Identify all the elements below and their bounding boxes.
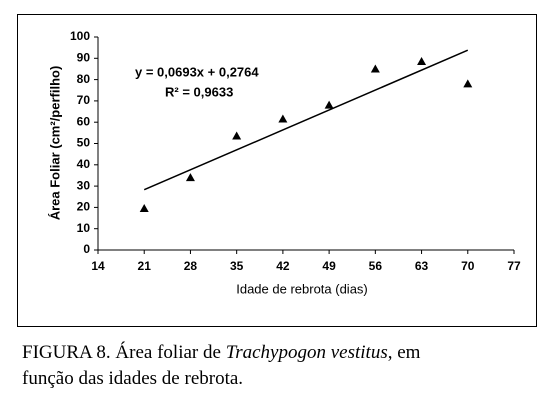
caption-text: , em [387, 342, 421, 363]
caption-species: Trachypogon vestitus [225, 342, 388, 363]
caption-line-2: função das idades de rebrota. [22, 368, 244, 389]
y-tick-label: 90 [77, 50, 91, 64]
caption-text: FIGURA 8. Área foliar de [22, 342, 226, 363]
x-tick-label: 77 [507, 259, 521, 273]
x-tick-label: 70 [461, 259, 475, 273]
caption-line-1: FIGURA 8. Área foliar de Trachypogon ves… [22, 342, 420, 364]
point [278, 114, 288, 123]
trendline [143, 49, 469, 191]
y-tick-label: 30 [77, 178, 91, 192]
x-tick-label: 42 [276, 259, 290, 273]
y-tick-label: 60 [77, 114, 91, 128]
point [185, 173, 195, 182]
y-tick-label: 40 [77, 157, 91, 171]
x-tick-label: 35 [230, 259, 244, 273]
point [370, 64, 380, 73]
y-tick-label: 100 [70, 29, 90, 43]
y-tick-label: 10 [77, 221, 91, 235]
r-squared: R² = 0,9633 [165, 84, 233, 99]
equation: y = 0,0693x + 0,2764 [135, 64, 259, 79]
y-tick-label: 20 [77, 200, 91, 214]
y-tick-label: 0 [83, 242, 90, 256]
point [139, 203, 149, 212]
x-tick-label: 49 [322, 259, 336, 273]
x-tick-label: 56 [369, 259, 383, 273]
x-axis-title: Idade de rebrota (dias) [236, 281, 368, 296]
point [232, 131, 242, 140]
y-tick-label: 80 [77, 72, 91, 86]
y-tick-label: 50 [77, 136, 91, 150]
y-axis-title: Área Foliar (cm²/perfilho) [47, 66, 62, 221]
point [324, 100, 334, 109]
x-tick-label: 21 [138, 259, 152, 273]
x-tick-label: 28 [184, 259, 198, 273]
x-tick-label: 63 [415, 259, 429, 273]
y-tick-label: 70 [77, 93, 91, 107]
x-tick-label: 14 [91, 259, 105, 273]
chart-frame [17, 14, 537, 327]
chart: Idade de rebrota (dias) Área Foliar (cm²… [17, 14, 537, 327]
point [463, 79, 473, 88]
point [417, 56, 427, 65]
